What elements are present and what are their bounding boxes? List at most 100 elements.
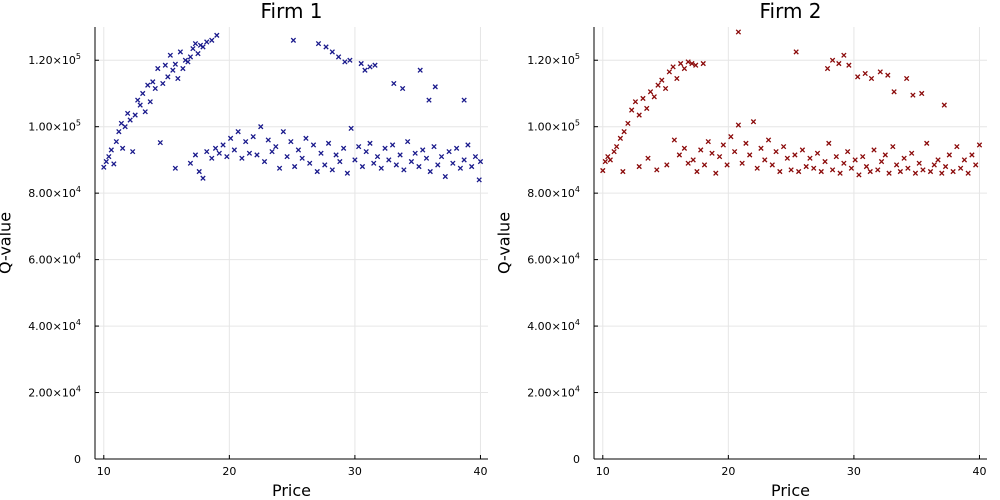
scatter-point [295, 147, 302, 153]
scatter-point [391, 80, 397, 87]
y-tick-exponent: 4 [76, 185, 81, 194]
scatter-point [177, 49, 184, 55]
scatter-point [666, 69, 672, 75]
y-tick-label: 6.00×104 [28, 252, 81, 267]
scatter-point [258, 124, 264, 130]
scatter-point [172, 165, 179, 171]
y-tick-exponent: 4 [575, 252, 580, 261]
scatter-point [629, 107, 635, 113]
scatter-point [438, 153, 445, 160]
y-tick-label: 1.20×105 [28, 52, 81, 67]
y-tick-label: 6.00×104 [527, 252, 580, 267]
scatter-point [910, 92, 916, 98]
y-tick-exponent: 4 [575, 385, 580, 394]
scatter-point [927, 168, 934, 175]
scatter-point [903, 75, 910, 82]
scatter-point [127, 117, 133, 123]
scatter-point [307, 160, 313, 166]
scatter-point [743, 140, 749, 146]
scatter-point [280, 129, 286, 135]
x-tick-label: 30 [847, 465, 861, 478]
scatter-point [450, 160, 456, 166]
scatter-point [160, 80, 166, 87]
scatter-point [393, 162, 400, 168]
scatter-point [265, 137, 271, 143]
scatter-point [863, 163, 870, 170]
scatter-point [617, 135, 624, 141]
scatter-point [162, 62, 168, 68]
scatter-point [461, 97, 467, 103]
scatter-point [731, 148, 738, 155]
scatter-point [625, 120, 631, 127]
scatter-point [367, 140, 373, 146]
scatter-point [214, 32, 220, 38]
scatter-point [662, 85, 669, 92]
scatter-point [676, 152, 683, 158]
scatter-point [167, 52, 173, 58]
scatter-point [685, 59, 691, 65]
scatter-point [621, 129, 627, 135]
scatter-point [122, 124, 128, 130]
scatter-point [788, 167, 794, 173]
scatter-point [705, 138, 711, 145]
scatter-point [175, 75, 181, 82]
scatter-point [363, 148, 369, 155]
x-tick-label: 10 [596, 465, 610, 478]
scatter-point [836, 60, 842, 67]
scatter-point [329, 49, 335, 55]
scatter-point [636, 163, 642, 170]
scatter-point [119, 145, 126, 151]
scatter-point [358, 60, 364, 67]
scatter-point [640, 95, 646, 102]
scatter-point [432, 84, 438, 90]
scatter-point [877, 69, 883, 75]
x-tick-label: 30 [348, 465, 362, 478]
scatter-point [386, 157, 392, 163]
scatter-point [762, 157, 768, 163]
scatter-point [224, 153, 230, 160]
y-tick-label: 0 [74, 453, 81, 466]
scatter-point [187, 160, 194, 166]
scatter-point [935, 157, 941, 163]
scatter-point [700, 60, 706, 67]
scatter-point [824, 65, 831, 72]
scatter-point [457, 165, 464, 171]
scatter-point [670, 64, 676, 70]
scatter-point [701, 162, 708, 168]
scatter-point [709, 150, 715, 156]
scatter-point [204, 39, 210, 45]
scatter-point [822, 158, 828, 165]
scatter-point [811, 165, 817, 171]
scatter-point [431, 143, 437, 150]
scatter-point [412, 150, 418, 156]
scatter-point [855, 74, 861, 80]
scatter-point [833, 153, 839, 160]
scatter-point [108, 147, 114, 153]
y-axis-label: Q-value [0, 212, 15, 274]
scatter-point [677, 60, 684, 67]
scatter-point [739, 160, 745, 166]
scatter-point [290, 37, 297, 43]
scatter-point [901, 155, 907, 161]
scatter-point [382, 145, 388, 151]
scatter-point [818, 168, 824, 175]
x-tick-label: 40 [972, 465, 986, 478]
scatter-point [124, 110, 131, 117]
scatter-point [671, 137, 678, 143]
scatter-point [152, 85, 158, 92]
scatter-point [867, 168, 873, 175]
scatter-point [155, 65, 161, 72]
scatter-point [829, 167, 836, 173]
scatter-point [856, 172, 862, 178]
scatter-point [291, 163, 298, 170]
scatter-point [728, 134, 734, 140]
y-tick-label: 2.00×104 [28, 385, 81, 400]
scatter-point [220, 142, 226, 148]
scatter-point [401, 167, 407, 173]
scatter-point [961, 157, 968, 163]
y-tick-label: 1.00×105 [28, 119, 81, 134]
x-tick-label: 20 [721, 465, 735, 478]
scatter-point [303, 135, 309, 141]
scatter-point [905, 165, 911, 171]
y-tick-exponent: 4 [76, 385, 81, 394]
